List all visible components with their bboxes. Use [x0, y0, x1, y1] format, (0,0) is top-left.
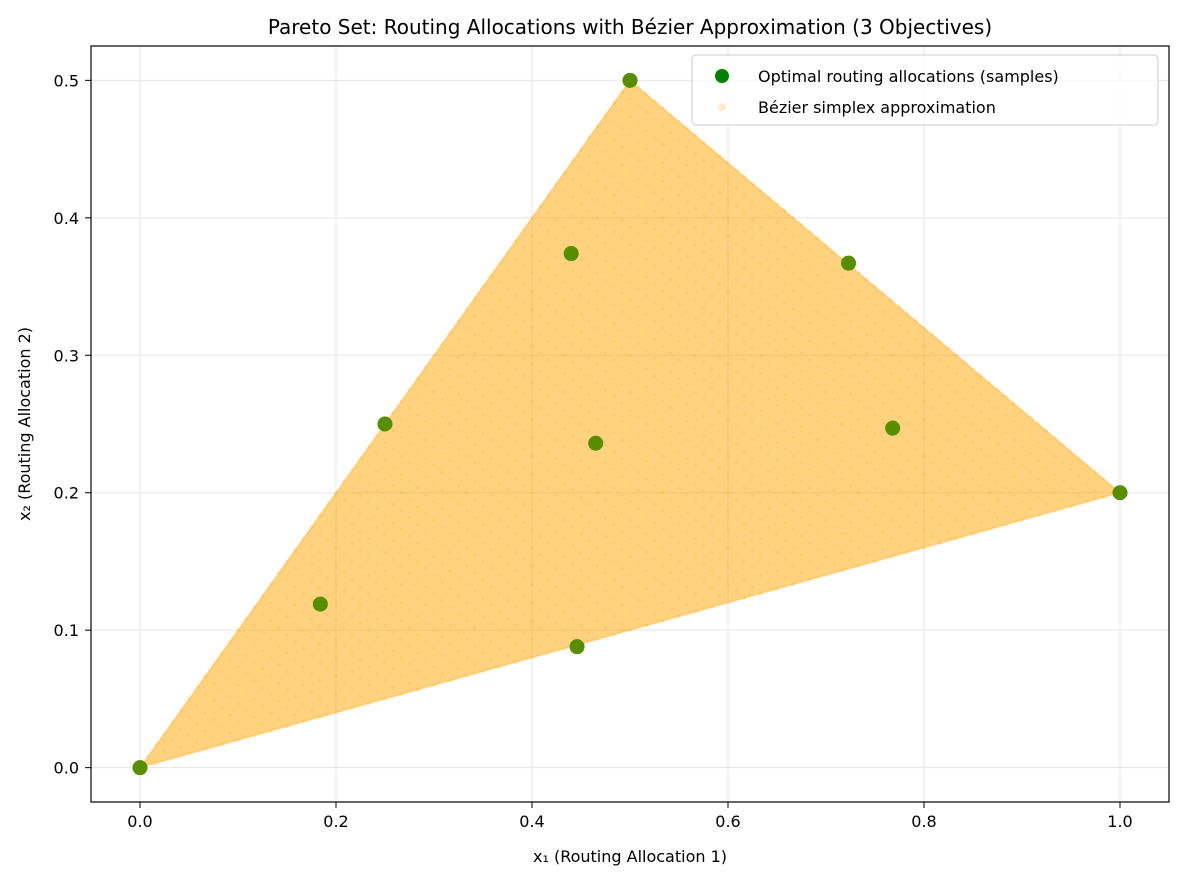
y-tick-label: 0.3: [54, 346, 79, 365]
chart-title: Pareto Set: Routing Allocations with Béz…: [268, 15, 992, 39]
sample-point: [377, 416, 393, 432]
y-tick-label: 0.2: [54, 484, 79, 503]
sample-point-overlay: [1112, 485, 1128, 501]
sample-point-overlay: [312, 596, 328, 612]
sample-points-layer: [132, 72, 1128, 776]
sample-point-overlay: [563, 246, 579, 262]
sample-point: [1112, 485, 1128, 501]
legend-label-samples: Optimal routing allocations (samples): [758, 67, 1059, 86]
sample-point: [312, 596, 328, 612]
x-axis-ticks: 0.0 0.2 0.4 0.6 0.8 1.0: [127, 802, 1133, 831]
x-tick-label: 0.0: [127, 812, 152, 831]
sample-point: [841, 255, 857, 271]
y-axis-ticks: 0.0 0.1 0.2 0.3 0.4 0.5: [54, 71, 91, 778]
sample-point: [588, 435, 604, 451]
sample-point: [569, 639, 585, 655]
legend-marker-samples: [715, 69, 729, 83]
y-tick-label: 0.0: [54, 759, 79, 778]
sample-point: [622, 72, 638, 88]
sample-point-overlay: [588, 435, 604, 451]
plot-frame: [90, 45, 1170, 803]
legend-box: [691, 54, 1159, 126]
sample-point-overlay: [569, 639, 585, 655]
sample-point: [885, 420, 901, 436]
x-axis-label: x₁ (Routing Allocation 1): [533, 847, 727, 866]
legend: Optimal routing allocations (samples) Bé…: [691, 54, 1159, 126]
y-axis-label: x₂ (Routing Allocation 2): [15, 327, 34, 521]
sample-point-overlay: [885, 420, 901, 436]
y-tick-label: 0.1: [54, 621, 79, 640]
y-tick-label: 0.4: [54, 209, 79, 228]
legend-label-bezier: Bézier simplex approximation: [758, 98, 996, 117]
sample-point-overlay: [841, 255, 857, 271]
sample-point-overlay: [622, 72, 638, 88]
x-tick-label: 1.0: [1107, 812, 1132, 831]
sample-point-overlay: [377, 416, 393, 432]
legend-marker-bezier: [718, 103, 726, 111]
x-tick-label: 0.4: [519, 812, 544, 831]
sample-point: [563, 246, 579, 262]
sample-point-overlay: [132, 760, 148, 776]
sample-point: [132, 760, 148, 776]
x-tick-label: 0.8: [911, 812, 936, 831]
x-tick-label: 0.6: [715, 812, 740, 831]
y-tick-label: 0.5: [54, 71, 79, 90]
bezier-approximation-dots: [138, 78, 1122, 770]
x-tick-label: 0.2: [323, 812, 348, 831]
